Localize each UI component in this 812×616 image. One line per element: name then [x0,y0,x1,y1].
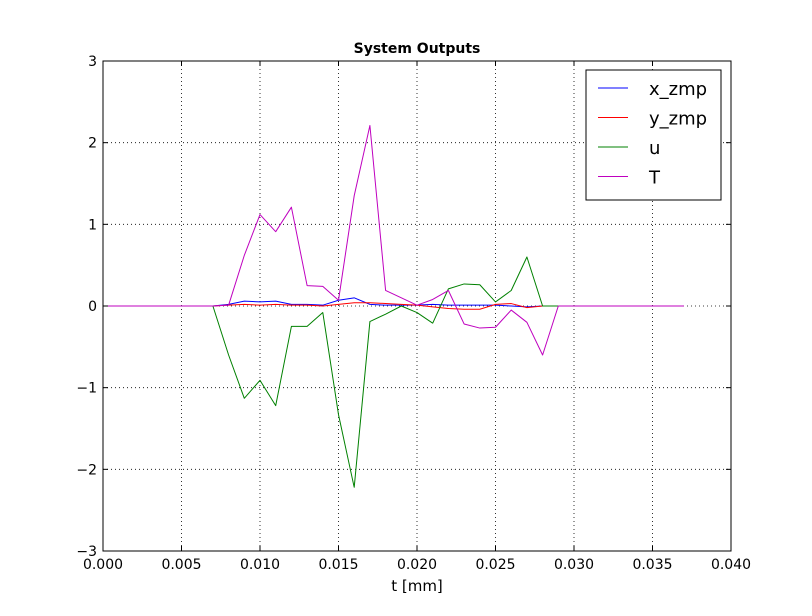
x-tick-label: 0.000 [83,557,123,573]
legend-label: T [648,168,661,189]
y-tick-label: −1 [76,381,97,397]
y-tick-label: 1 [88,217,97,233]
y-tick-label: −2 [76,462,97,478]
y-tick-label: 0 [88,299,97,315]
x-tick-label: 0.025 [475,557,515,573]
x-tick-label: 0.030 [554,557,594,573]
legend-label: x_zmp [649,79,707,100]
x-tick-label: 0.040 [711,557,751,573]
x-axis-label: t [mm] [391,577,443,595]
legend-label: y_zmp [649,109,707,130]
series-line-T [103,125,684,356]
y-tick-label: 2 [88,136,97,152]
y-tick-label: −3 [76,544,97,560]
series-lines [103,125,684,488]
x-tick-label: 0.020 [397,557,437,573]
chart-title: System Outputs [354,41,481,57]
axis-ticks: 0.000 0.005 0.010 0.015 0.020 0.025 0.030 0.035… [76,54,751,573]
legend-label: u [649,138,660,159]
x-tick-label: 0.015 [318,557,358,573]
legend-box [585,69,722,201]
x-tick-label: 0.035 [632,557,672,573]
x-tick-label: 0.005 [161,557,201,573]
y-tick-label: 3 [88,54,97,70]
x-tick-label: 0.010 [240,557,280,573]
